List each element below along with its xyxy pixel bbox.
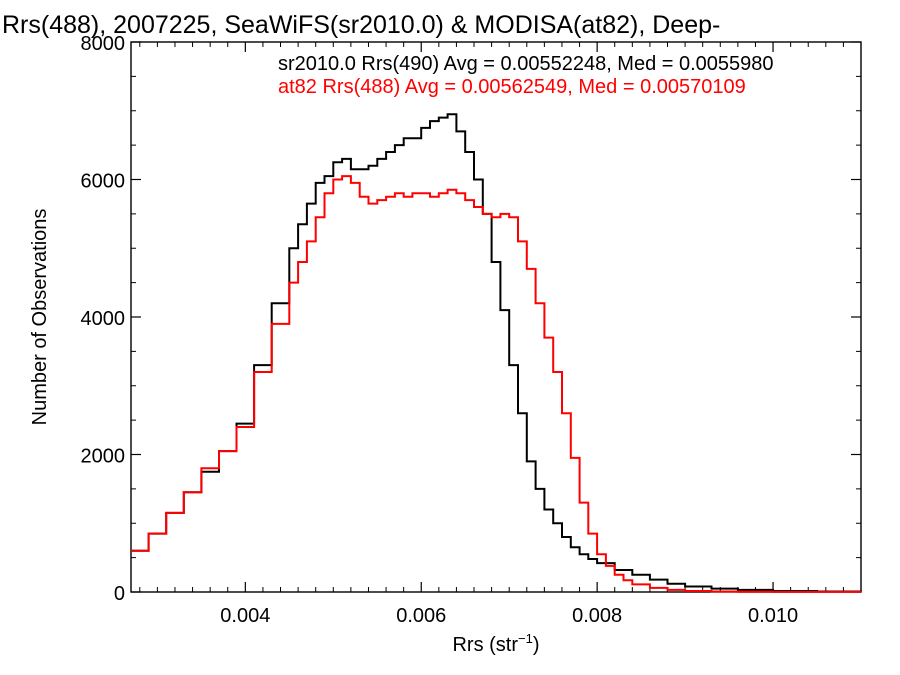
legend-entry-1: sr2010.0 Rrs(490) Avg = 0.00552248, Med … [278,53,774,75]
legend: sr2010.0 Rrs(490) Avg = 0.00552248, Med … [278,53,774,98]
axis-ticks: 0.004 0.006 0.008 0.010 0 2000 4000 6000 8000 [81,33,861,627]
y-tick-label: 2000 [81,446,126,468]
y-axis-label: Number of Observations [29,209,51,426]
x-tick-label: 0.004 [220,605,270,627]
chart-title: Rrs(488), 2007225, SeaWiFS(sr2010.0) & M… [2,11,720,39]
series-line-2 [131,175,862,593]
y-tick-label: 4000 [81,308,126,330]
plot-frame [130,41,862,593]
y-tick-label: 8000 [81,33,126,55]
y-tick-label: 0 [114,583,125,605]
x-axis-label: Rrs (str−1) [452,631,539,656]
legend-entry-2: at82 Rrs(488) Avg = 0.00562549, Med = 0.… [278,76,746,98]
series-layer [131,113,862,593]
x-tick-label: 0.010 [748,605,798,627]
y-tick-label: 6000 [81,171,126,193]
x-tick-label: 0.008 [572,605,622,627]
x-tick-label: 0.006 [396,605,446,627]
series-line-1 [131,113,862,593]
